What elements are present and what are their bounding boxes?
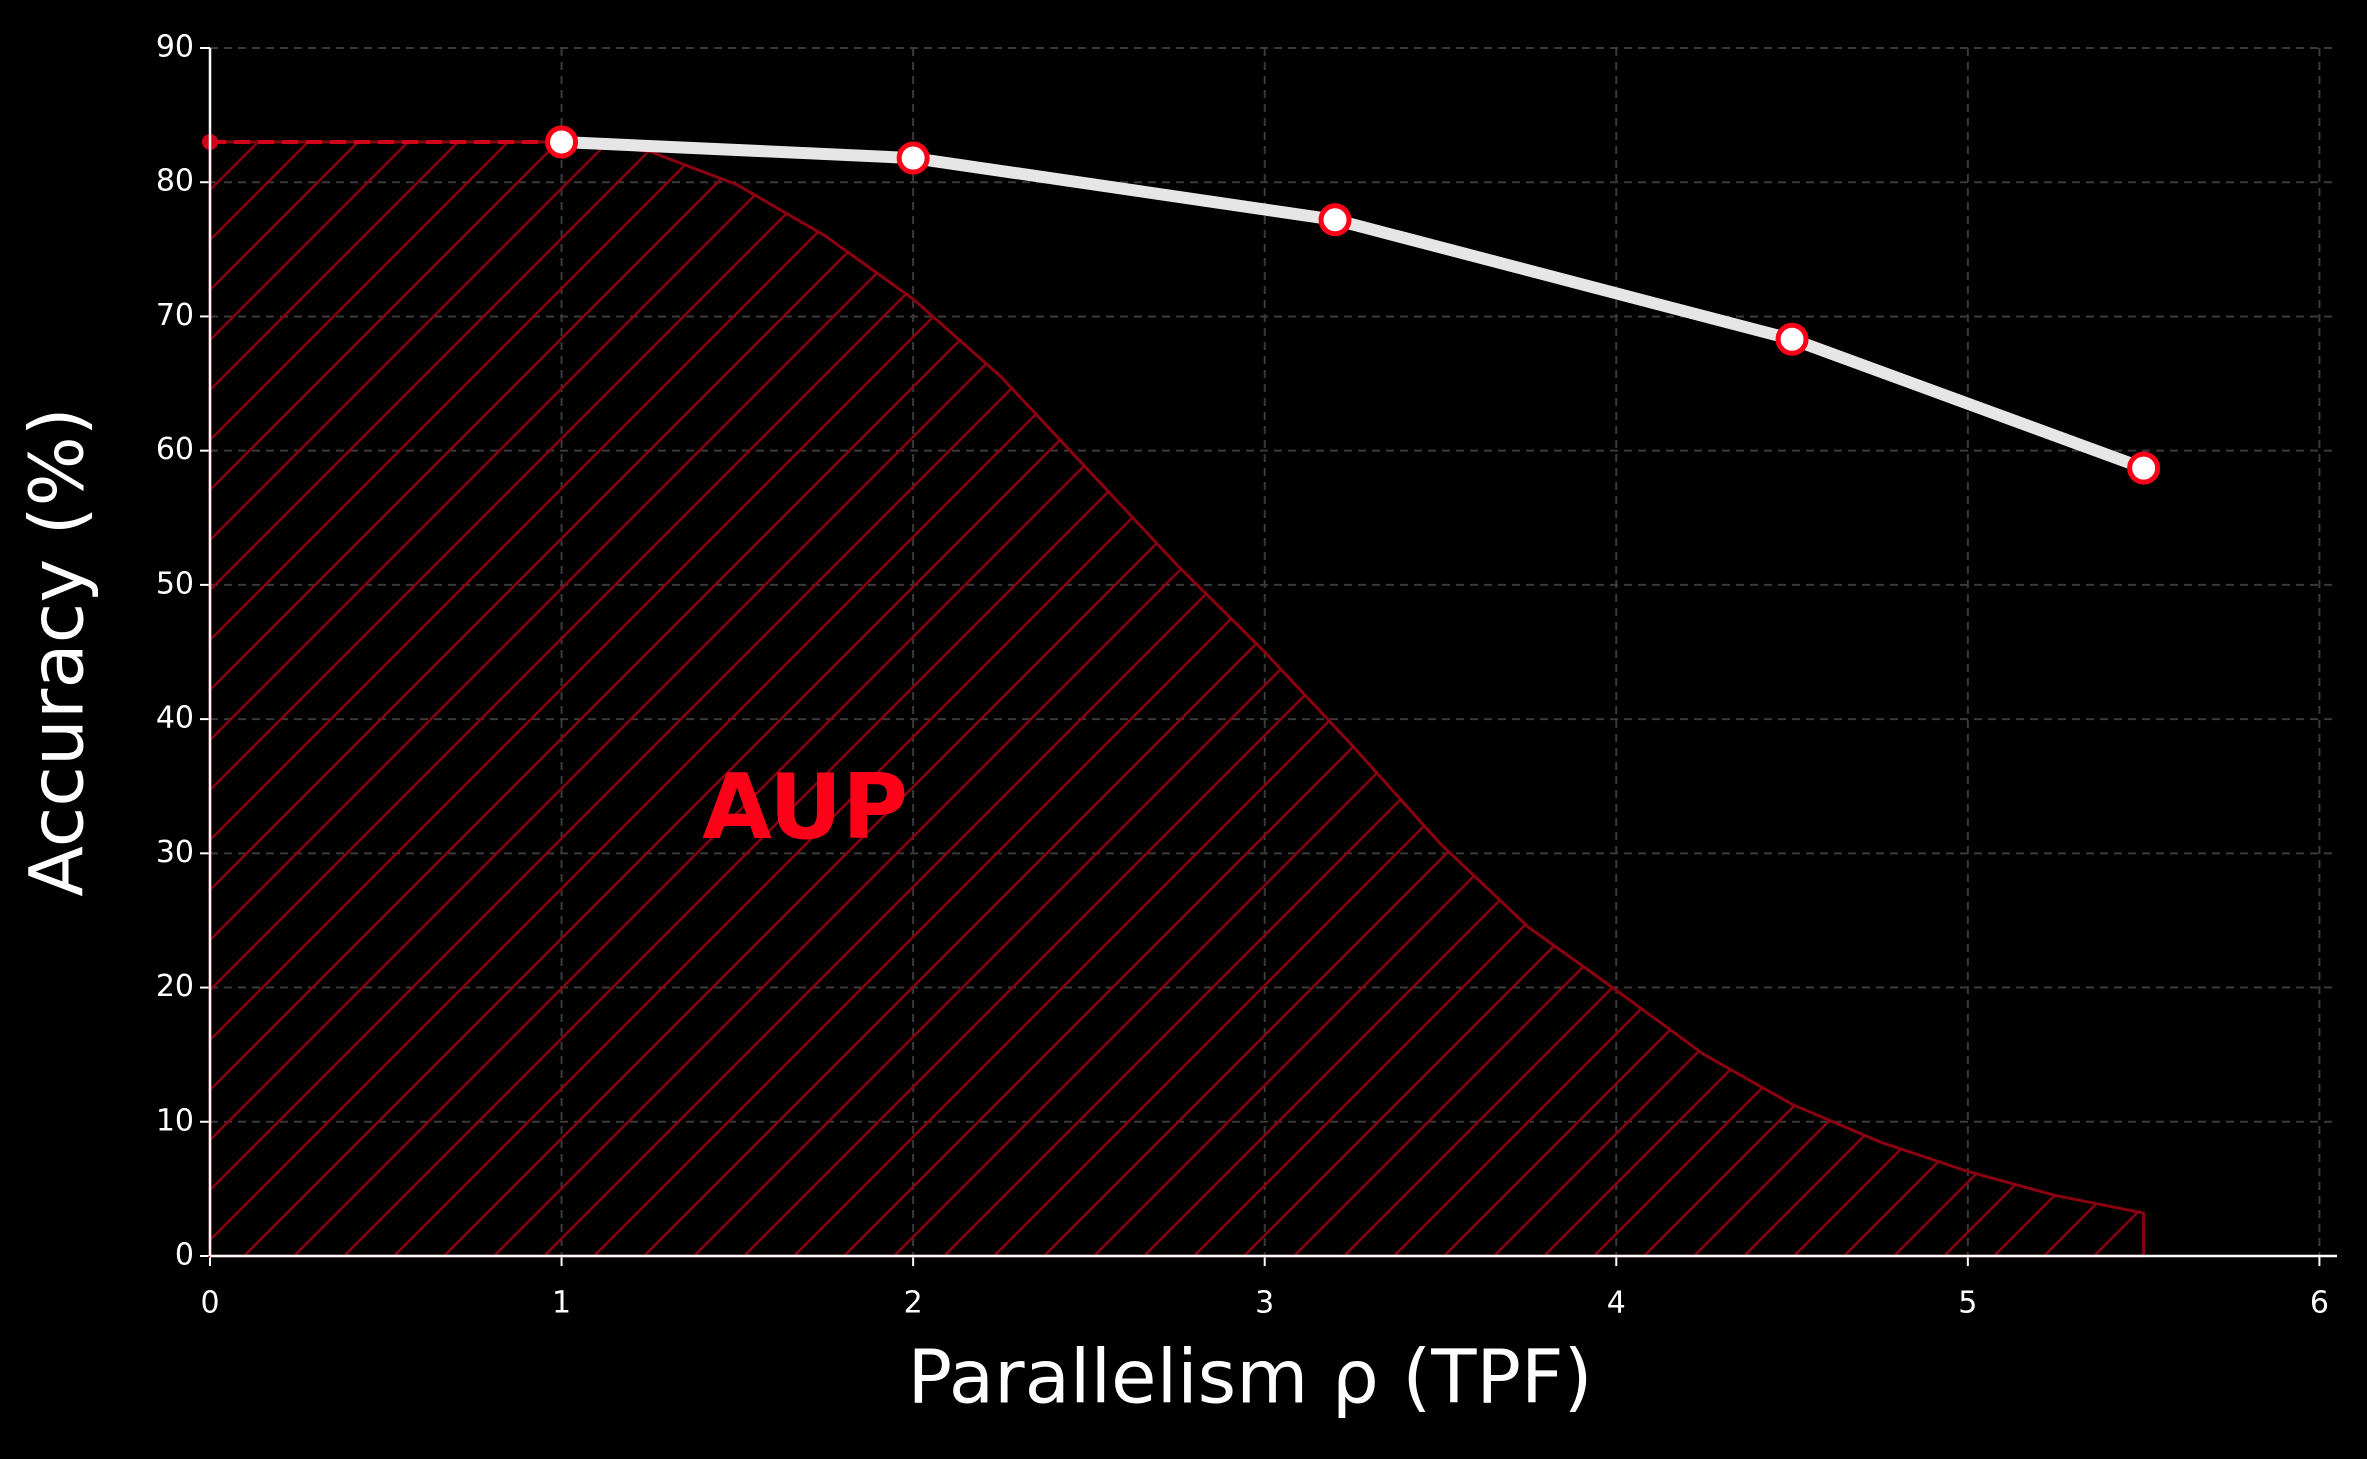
y-tick-label: 10 <box>156 1103 194 1138</box>
marker <box>2127 451 2161 485</box>
y-tick-label: 20 <box>156 969 194 1004</box>
x-axis-label: Parallelism ρ (TPF) <box>908 1335 1593 1421</box>
x-tick-label: 2 <box>904 1286 923 1321</box>
auc-area <box>208 140 2146 1258</box>
marker <box>896 141 930 175</box>
annotation: AUP <box>702 755 908 860</box>
x-tick-label: 6 <box>2310 1286 2329 1321</box>
marker <box>1775 322 1809 356</box>
y-tick-label: 50 <box>156 566 194 601</box>
x-tick-label: 5 <box>1958 1286 1977 1321</box>
y-tick-label: 70 <box>156 298 194 333</box>
y-tick-label: 90 <box>156 30 194 65</box>
x-tick-label: 4 <box>1607 1286 1626 1321</box>
y-tick-label: 30 <box>156 835 194 870</box>
x-tick-label: 3 <box>1255 1286 1274 1321</box>
y-tick-label: 40 <box>156 701 194 736</box>
x-tick-label: 1 <box>552 1286 571 1321</box>
x-tick-label: 0 <box>200 1286 219 1321</box>
marker <box>545 125 579 159</box>
y-axis-label: Accuracy (%) <box>15 407 101 896</box>
y-tick-label: 80 <box>156 164 194 199</box>
y-tick-label: 0 <box>175 1238 194 1273</box>
marker <box>1318 203 1352 237</box>
y-tick-label: 60 <box>156 432 194 467</box>
